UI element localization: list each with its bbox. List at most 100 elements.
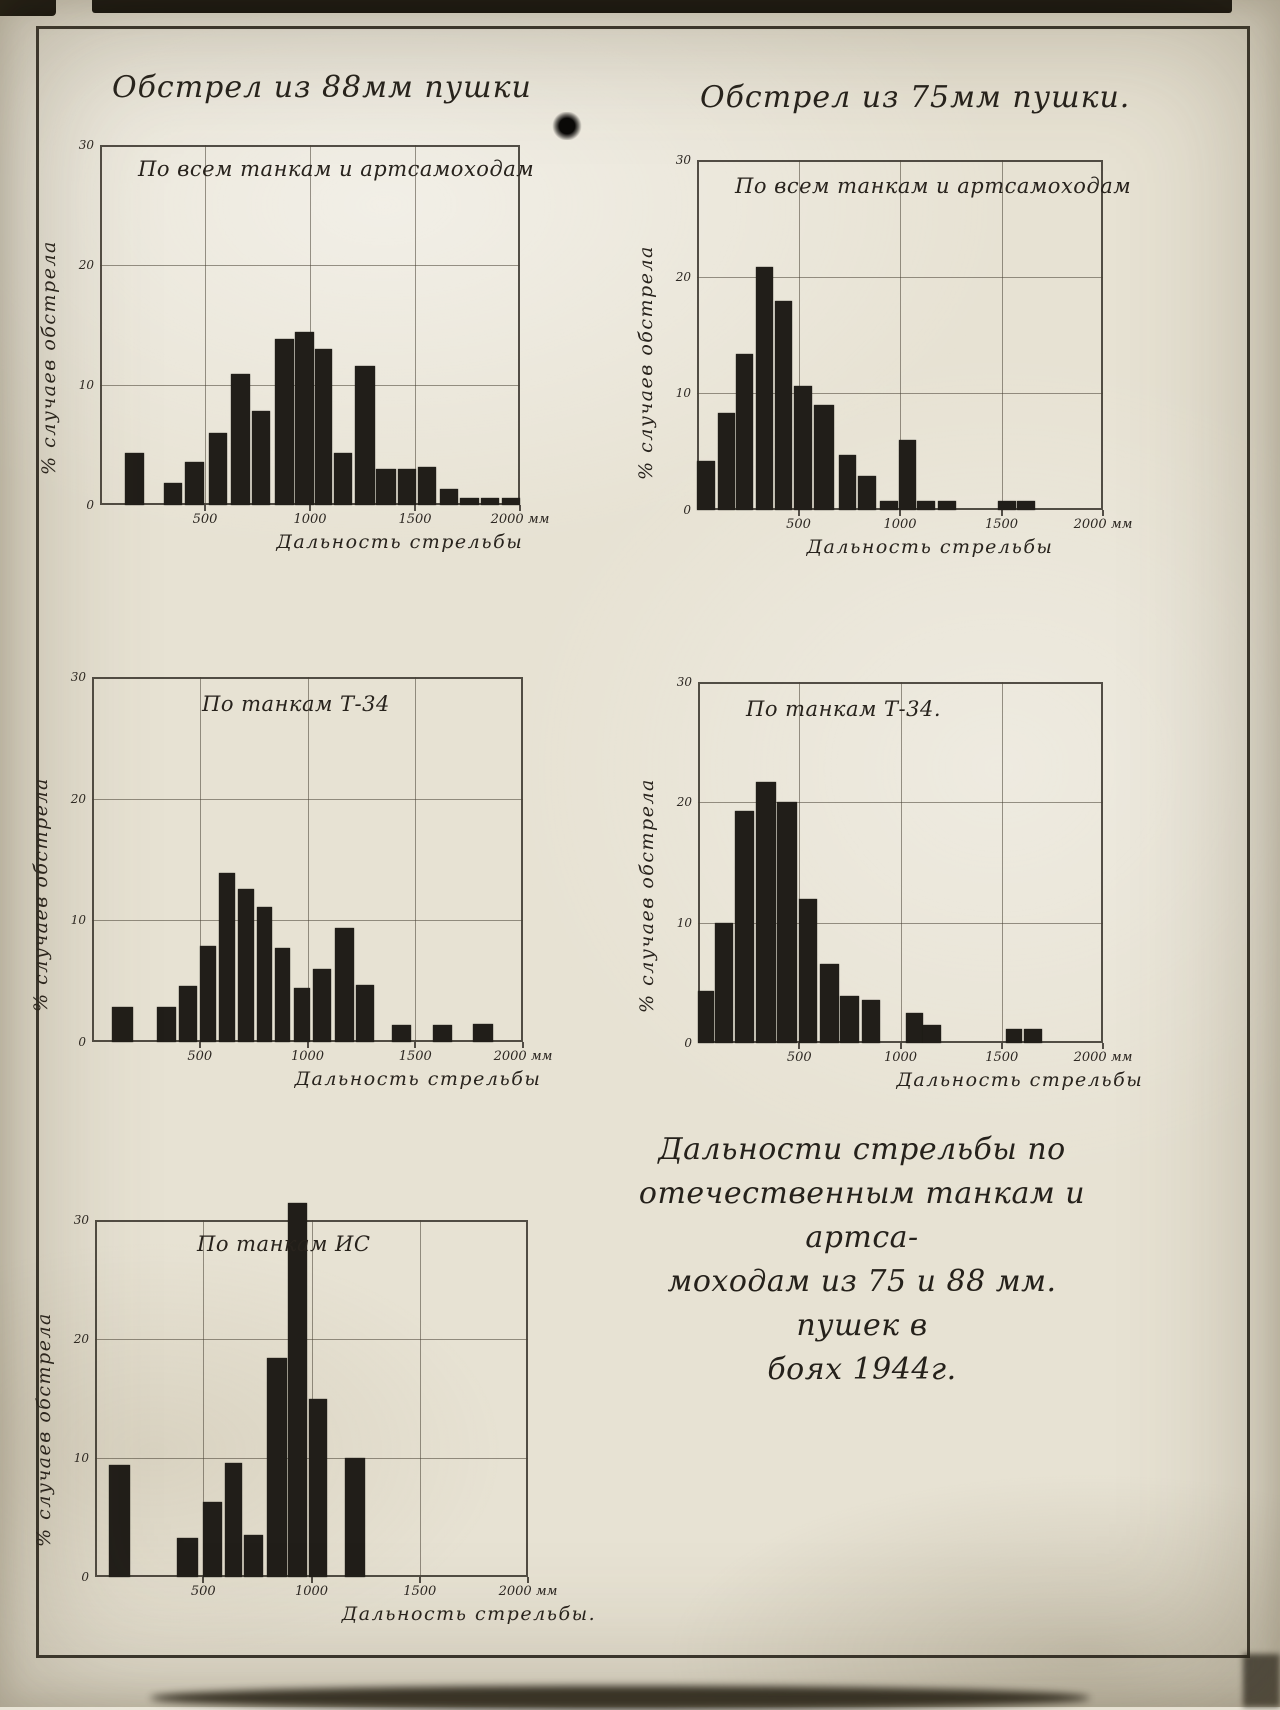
y-tick-label: 10	[73, 1450, 89, 1465]
histogram-bar	[697, 461, 715, 510]
histogram-bar	[392, 1024, 412, 1042]
x-tick-mark	[1000, 510, 1003, 516]
grid-line-horizontal	[697, 393, 1103, 395]
histogram-bar	[938, 500, 957, 510]
histogram-bar	[715, 922, 734, 1043]
grid-line-horizontal	[92, 920, 523, 922]
x-tick-mark	[519, 505, 521, 511]
histogram-bar	[315, 349, 333, 505]
histogram-bar	[922, 1024, 941, 1043]
histogram-bar	[237, 888, 255, 1042]
histogram-bar	[252, 411, 271, 505]
caption-line: Дальности стрельбы по	[658, 1132, 1066, 1167]
y-tick-label: 0	[683, 503, 691, 517]
histogram-bar	[1016, 500, 1036, 510]
histogram-bar	[417, 466, 437, 505]
x-tick-label: 500	[192, 512, 218, 527]
histogram-bar	[755, 781, 776, 1043]
histogram-bar	[440, 489, 459, 505]
histogram-bar	[776, 802, 798, 1043]
grid-line-vertical	[900, 682, 902, 1043]
y-tick-label: 10	[78, 377, 94, 392]
histogram-bar	[898, 440, 917, 510]
histogram-bar	[355, 984, 375, 1042]
histogram-bar	[218, 872, 235, 1042]
chart-88mm-all-targets: 30 20 10 0 500 1000 1500 2000 мм По всем танкам …	[79, 138, 550, 553]
ink-blot	[552, 112, 582, 140]
x-tick-mark	[310, 1577, 313, 1583]
y-tick-label: 0	[78, 1035, 86, 1049]
histogram-bar	[736, 353, 753, 510]
chart-title: Обстрел из 88мм пушки	[112, 70, 532, 105]
y-axis-label: % случаев обстрела	[636, 778, 658, 1013]
histogram-bar	[717, 413, 735, 510]
histogram-bar	[799, 898, 818, 1043]
histogram-bar	[838, 455, 856, 510]
x-tick-label: 500	[190, 1584, 216, 1599]
x-tick-mark	[414, 505, 416, 511]
histogram-bar	[735, 810, 754, 1043]
x-tick-mark	[1000, 1043, 1003, 1049]
y-tick-label: 30	[676, 675, 692, 689]
histogram-bar	[335, 927, 355, 1042]
histogram-bar	[109, 1465, 131, 1577]
grid-line-vertical	[1001, 682, 1003, 1043]
grid-line-vertical	[798, 160, 800, 510]
histogram-bar	[308, 1398, 328, 1577]
histogram-bar	[814, 405, 835, 510]
y-tick-label: 20	[675, 269, 691, 284]
y-axis-label: % случаев обстрела	[33, 1312, 55, 1547]
grid-line-horizontal	[698, 802, 1103, 804]
x-tick-label: 2000 мм	[493, 1049, 553, 1064]
y-tick-label: 30	[78, 138, 94, 152]
grid-line-vertical	[900, 160, 901, 510]
x-tick-mark	[527, 1577, 529, 1583]
grid-line-horizontal	[697, 276, 1103, 278]
photo-bottom-shadow	[150, 1686, 1090, 1710]
x-tick-mark	[899, 510, 901, 516]
chart-inner-label: По танкам ИС	[197, 1232, 371, 1256]
grid-line-vertical	[799, 682, 801, 1043]
histogram-bar	[397, 469, 417, 505]
histogram-bar	[178, 986, 197, 1042]
histogram-bar	[313, 969, 332, 1042]
x-tick-label: 1000	[293, 512, 327, 527]
chart-75mm-all-targets: 30 20 10 0 500 1000 1500 2000 мм По всем танкам …	[676, 153, 1133, 558]
photo-corner-shadow	[1243, 1654, 1280, 1707]
histogram-bar	[1005, 1028, 1022, 1043]
x-tick-label: 1500	[403, 1584, 437, 1599]
x-tick-label: 1000	[883, 1050, 918, 1065]
grid-line-vertical	[310, 145, 311, 505]
x-tick-label: 2000 мм	[498, 1584, 558, 1599]
chart-inner-label: По танкам Т-34	[202, 692, 390, 716]
histogram-bar	[433, 1024, 453, 1042]
histogram-bar	[199, 945, 216, 1042]
x-tick-mark	[899, 1043, 902, 1049]
histogram-bar	[274, 339, 294, 505]
histogram-bar	[375, 469, 396, 505]
x-tick-mark	[198, 1042, 201, 1048]
histogram-bar	[355, 365, 375, 505]
histogram-bar	[224, 1462, 242, 1577]
grid-line-vertical	[419, 1220, 421, 1577]
y-tick-label: 30	[73, 1213, 89, 1227]
x-axis-label: Дальность стрельбы	[896, 1069, 1144, 1091]
grid-line-vertical	[203, 1220, 205, 1577]
histogram-bar	[794, 386, 812, 510]
grid-line-horizontal	[100, 265, 520, 266]
histogram-bar	[112, 1006, 133, 1042]
histogram-bar	[345, 1458, 365, 1577]
caption-line: боях 1944г.	[767, 1352, 957, 1388]
histogram-bar	[698, 991, 715, 1043]
y-tick-label: 20	[78, 257, 94, 272]
y-tick-label: 20	[676, 795, 692, 810]
y-tick-label: 30	[675, 153, 691, 167]
y-tick-label: 0	[86, 498, 94, 512]
histogram-bar	[203, 1502, 223, 1577]
histogram-bar	[156, 1006, 176, 1042]
photo-edge-mark	[0, 0, 56, 16]
x-tick-label: 2000 мм	[490, 512, 550, 527]
grid-line-vertical	[199, 677, 201, 1042]
